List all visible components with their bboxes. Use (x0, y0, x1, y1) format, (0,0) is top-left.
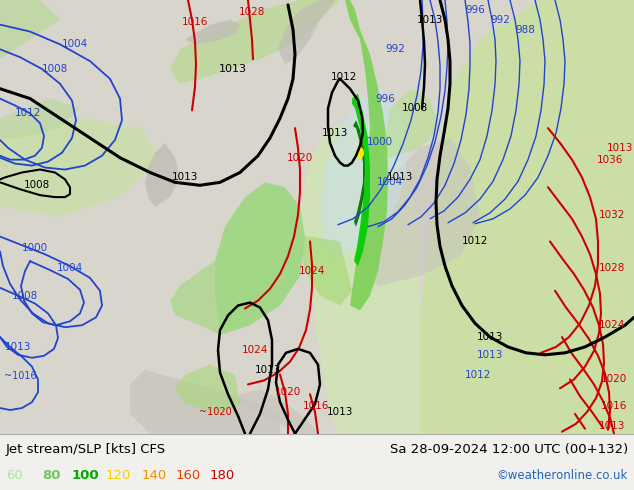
Text: 1008: 1008 (12, 291, 38, 301)
Polygon shape (215, 182, 305, 335)
Text: 1004: 1004 (62, 39, 88, 49)
Text: 988: 988 (515, 24, 535, 35)
Text: 140: 140 (142, 469, 167, 483)
Text: 180: 180 (210, 469, 235, 483)
Text: 1028: 1028 (239, 7, 265, 17)
Text: 1008: 1008 (402, 103, 428, 113)
Text: ©weatheronline.co.uk: ©weatheronline.co.uk (496, 469, 628, 483)
Text: 1008: 1008 (42, 64, 68, 74)
Polygon shape (145, 143, 180, 207)
Text: 1013: 1013 (598, 421, 625, 431)
Polygon shape (170, 0, 340, 84)
Text: Sa 28-09-2024 12:00 UTC (00+132): Sa 28-09-2024 12:00 UTC (00+132) (390, 443, 628, 456)
Text: 1013: 1013 (172, 172, 198, 182)
Polygon shape (130, 369, 280, 434)
Text: 1012: 1012 (331, 72, 357, 82)
Text: 1013: 1013 (417, 15, 443, 24)
Text: ~1020: ~1020 (198, 407, 231, 417)
Text: 1012: 1012 (462, 237, 488, 246)
Text: 1016: 1016 (182, 17, 208, 26)
Text: 1000: 1000 (22, 244, 48, 253)
Polygon shape (385, 89, 440, 158)
Polygon shape (300, 237, 352, 306)
Text: ~1016: ~1016 (4, 371, 36, 382)
Text: 60: 60 (6, 469, 23, 483)
Text: 1013: 1013 (5, 342, 31, 352)
Polygon shape (0, 118, 160, 217)
Text: 1013: 1013 (327, 407, 353, 417)
Text: 1024: 1024 (242, 345, 268, 355)
Text: 1016: 1016 (303, 401, 329, 411)
Polygon shape (278, 0, 335, 64)
Text: 1016: 1016 (601, 401, 627, 411)
Text: 992: 992 (385, 44, 405, 54)
Text: 80: 80 (42, 469, 60, 483)
Text: 1004: 1004 (57, 263, 83, 273)
Polygon shape (353, 120, 365, 227)
Text: 1004: 1004 (377, 177, 403, 187)
Polygon shape (352, 94, 370, 266)
Polygon shape (175, 365, 240, 414)
Text: 1024: 1024 (598, 320, 625, 330)
Text: 1032: 1032 (598, 210, 625, 220)
Text: 992: 992 (490, 15, 510, 24)
Text: 1013: 1013 (477, 350, 503, 360)
Text: 160: 160 (176, 469, 201, 483)
Text: 100: 100 (72, 469, 100, 483)
Polygon shape (170, 261, 220, 335)
Text: 1012: 1012 (15, 108, 41, 119)
Polygon shape (0, 0, 60, 59)
Ellipse shape (356, 147, 364, 159)
Text: 1020: 1020 (275, 387, 301, 397)
Polygon shape (420, 0, 634, 434)
Text: 1013: 1013 (255, 365, 281, 374)
Polygon shape (345, 0, 388, 311)
Text: 1020: 1020 (287, 153, 313, 163)
Text: Jet stream/SLP [kts] CFS: Jet stream/SLP [kts] CFS (6, 443, 166, 456)
Text: 996: 996 (465, 5, 485, 15)
Polygon shape (300, 118, 420, 434)
Text: 1028: 1028 (598, 263, 625, 273)
Text: 1024: 1024 (299, 266, 325, 276)
Polygon shape (360, 138, 480, 286)
Text: 1000: 1000 (367, 137, 393, 147)
Polygon shape (235, 389, 320, 434)
Text: 1036: 1036 (597, 155, 623, 165)
Text: 1013: 1013 (322, 128, 348, 138)
Text: 996: 996 (375, 94, 395, 103)
Text: 1020: 1020 (601, 374, 627, 385)
Polygon shape (185, 20, 240, 45)
Polygon shape (320, 89, 410, 256)
Text: 1012: 1012 (465, 369, 491, 380)
Text: 1013: 1013 (219, 64, 247, 74)
Text: 1013: 1013 (477, 332, 503, 342)
Text: 120: 120 (106, 469, 131, 483)
Text: 1013: 1013 (387, 172, 413, 182)
Text: 1008: 1008 (24, 180, 50, 190)
Text: 1013: 1013 (607, 143, 633, 153)
Polygon shape (0, 98, 80, 138)
